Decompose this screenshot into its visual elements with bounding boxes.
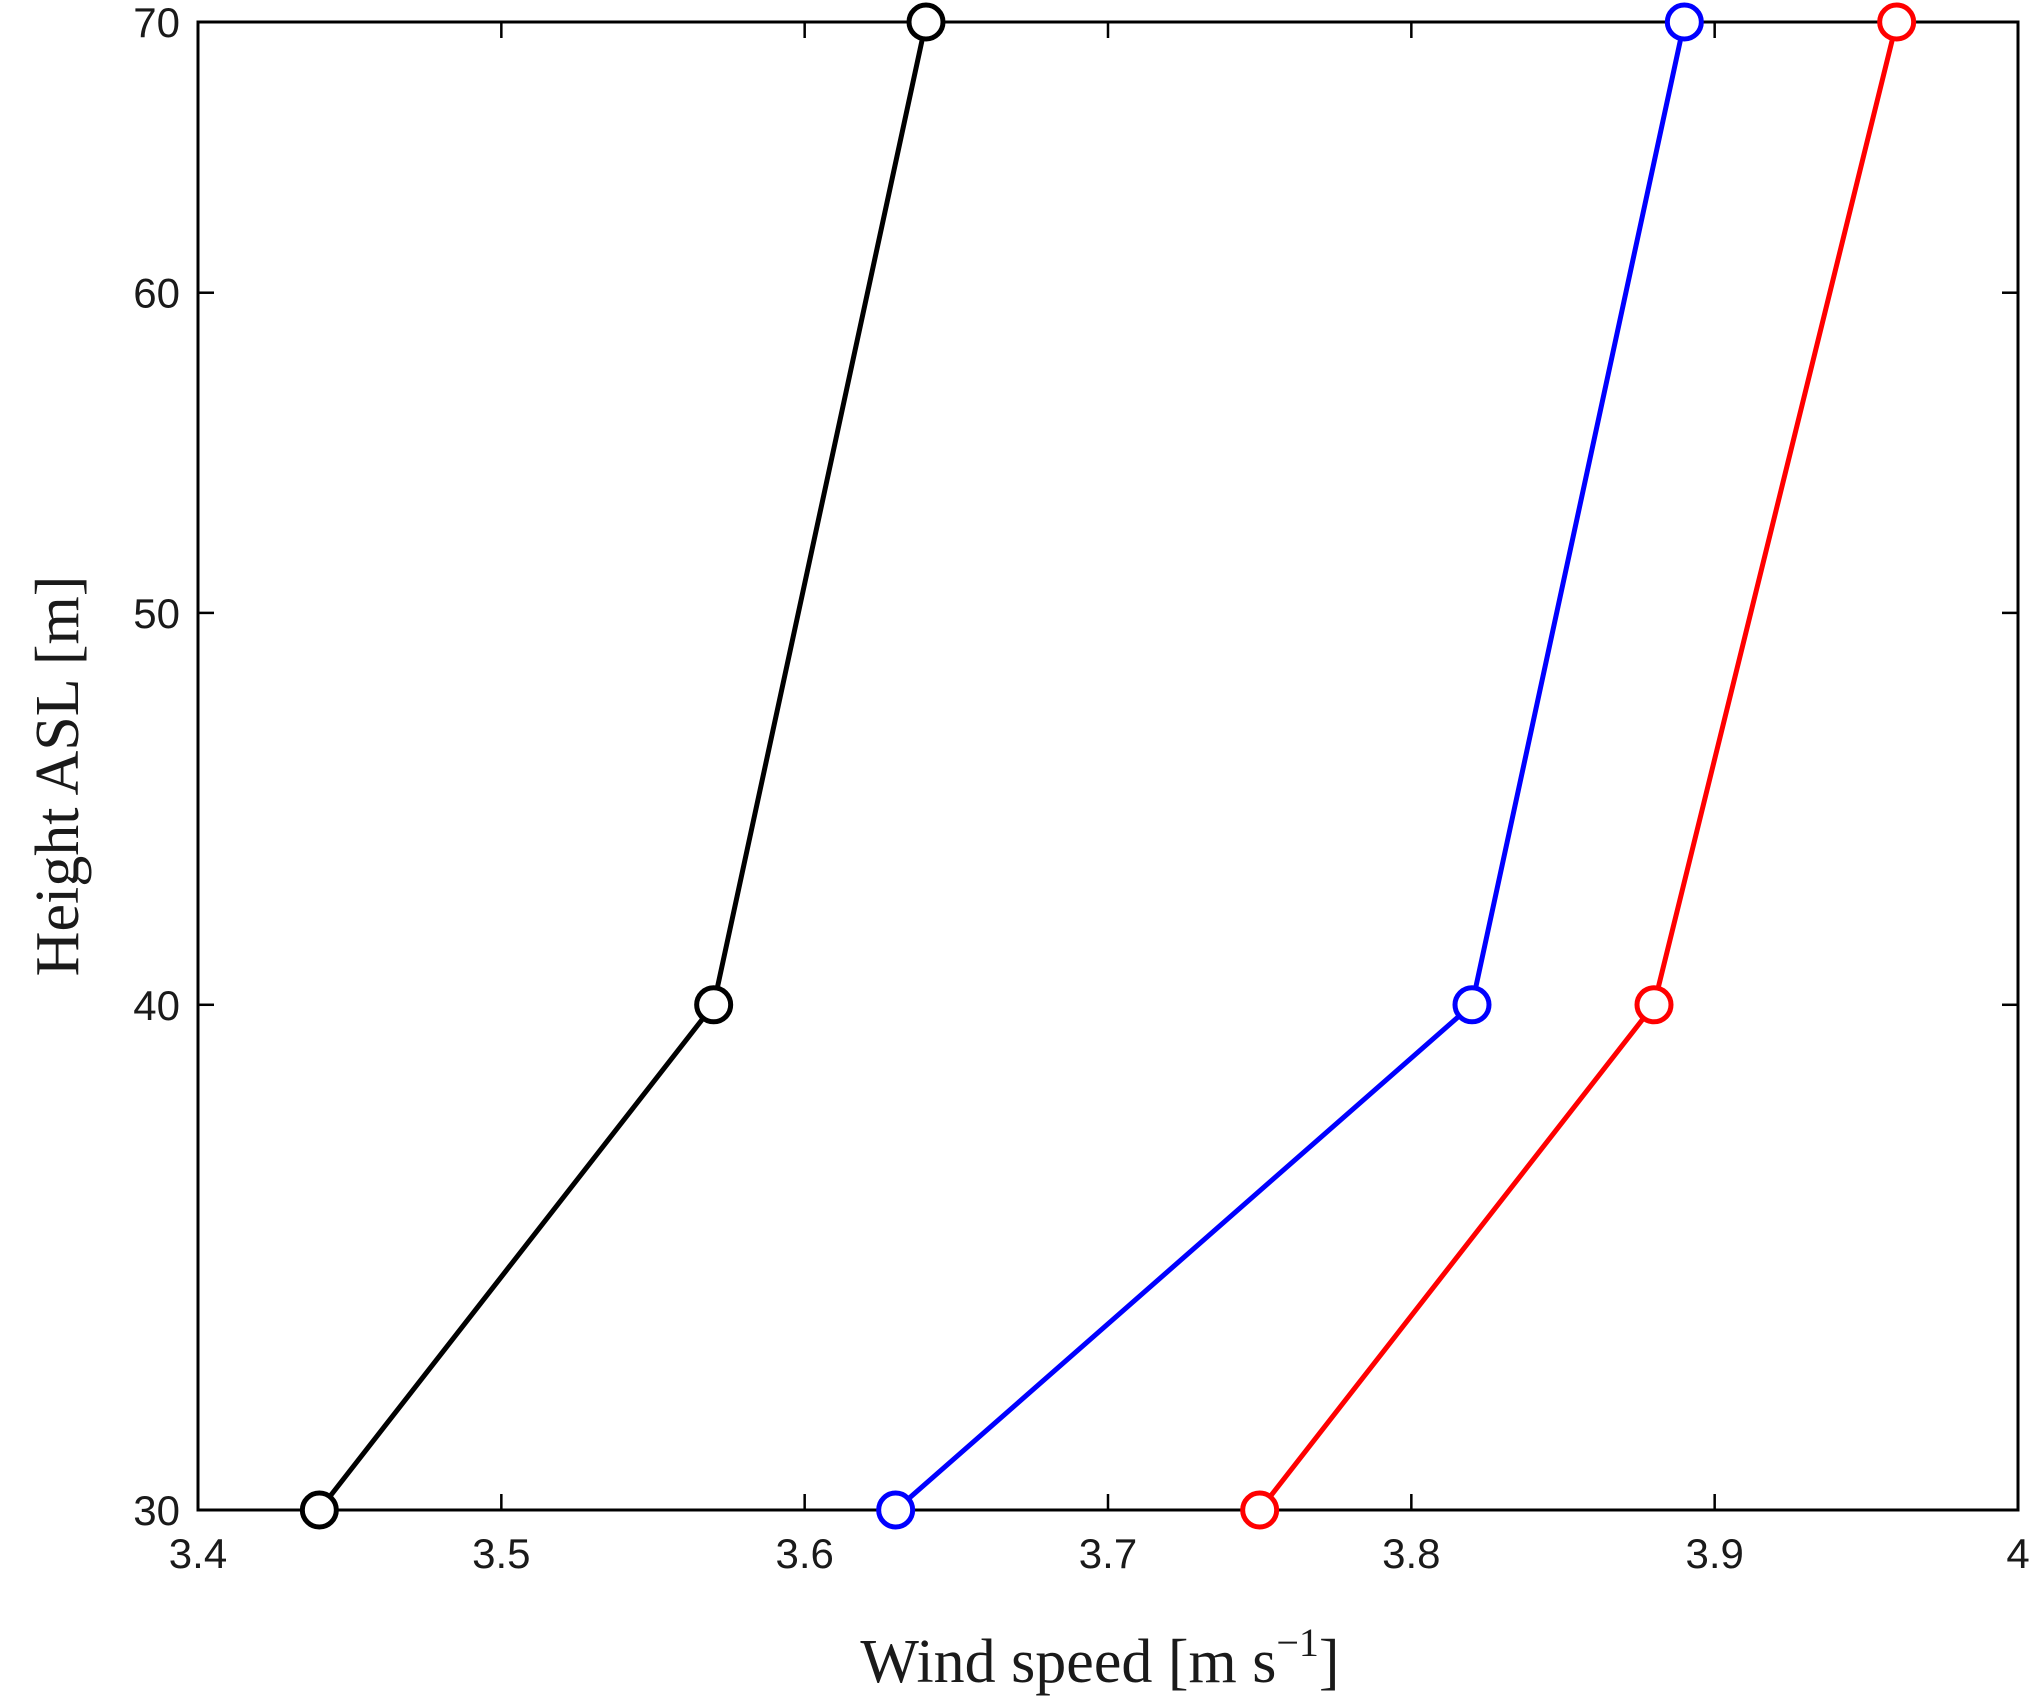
series-2 <box>876 2 1704 1530</box>
series-3-point <box>1240 1490 1280 1530</box>
y-axis-title: Height ASL [m] <box>24 576 92 977</box>
series-1 <box>299 2 946 1530</box>
y-tick-label: 30 <box>133 1487 180 1534</box>
series-3-line <box>1257 21 1900 1512</box>
series-2-point <box>1452 985 1492 1025</box>
x-axis-ticks: 3.4 3.5 3.6 3.7 3.8 3.9 4 <box>169 22 2030 1577</box>
y-axis-ticks: 30 40 50 60 70 <box>133 0 2018 1534</box>
series-2-point <box>1664 2 1704 42</box>
series-1-line <box>317 21 929 1512</box>
series-3 <box>1240 2 1917 1530</box>
y-tick-label: 70 <box>133 0 180 46</box>
series-3-point <box>1877 2 1917 42</box>
plot-area-border <box>196 20 2020 1512</box>
x-tick-label: 4 <box>2006 1530 2029 1577</box>
y-tick-label: 40 <box>133 982 180 1029</box>
series-2-line <box>894 21 1687 1512</box>
y-tick-label: 50 <box>133 590 180 637</box>
x-tick-label: 3.5 <box>472 1530 530 1577</box>
series-2-point <box>876 1490 916 1530</box>
y-tick-label: 60 <box>133 270 180 317</box>
series-layer <box>299 2 1917 1530</box>
x-tick-label: 3.4 <box>169 1530 227 1577</box>
x-tick-label: 3.8 <box>1382 1530 1440 1577</box>
series-3-point <box>1634 985 1674 1025</box>
series-1-point <box>694 985 734 1025</box>
x-tick-label: 3.9 <box>1685 1530 1743 1577</box>
series-1-point <box>906 2 946 42</box>
series-1-point <box>299 1490 339 1530</box>
x-axis-title: Wind speed [m s−1] <box>860 1620 1339 1696</box>
x-tick-label: 3.6 <box>775 1530 833 1577</box>
plot-frame <box>196 20 2020 1512</box>
x-tick-label: 3.7 <box>1079 1530 1137 1577</box>
